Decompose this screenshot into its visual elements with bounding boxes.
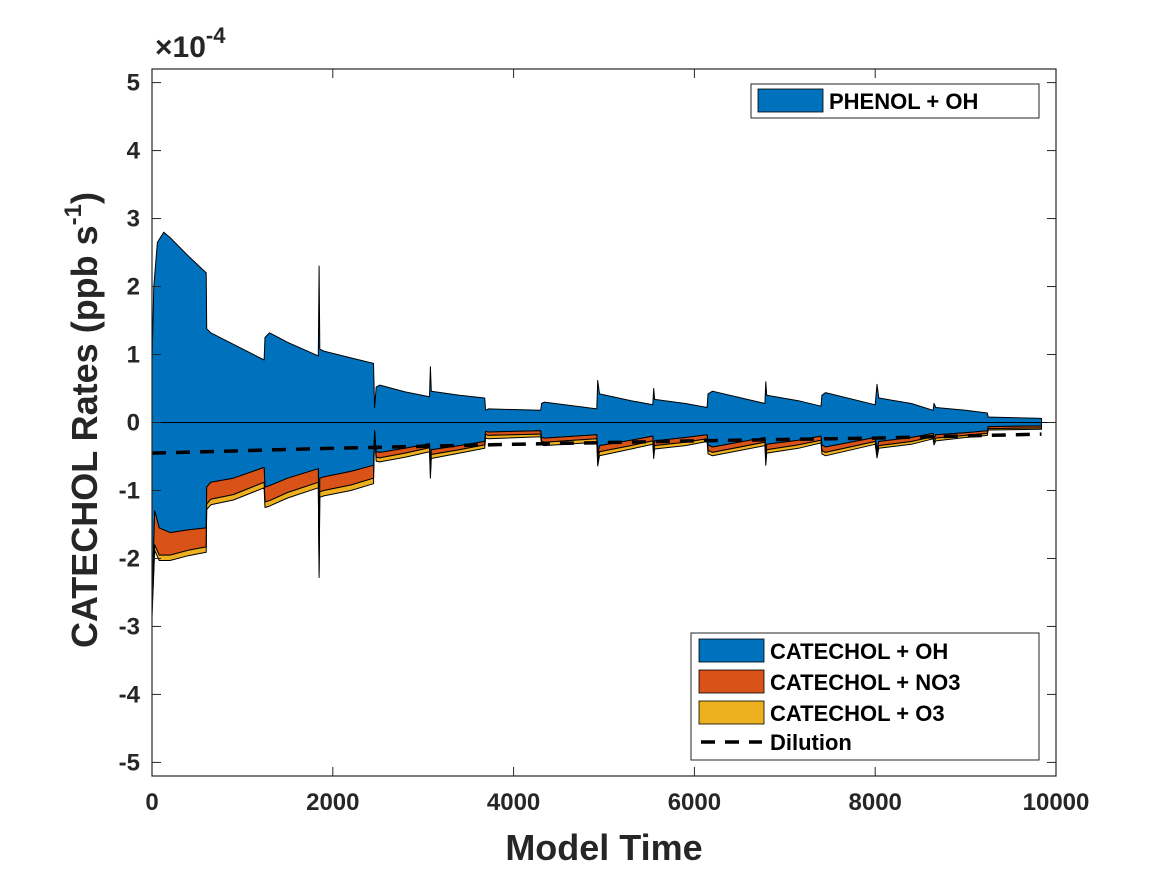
y-tick-label: -2 xyxy=(119,545,140,572)
x-tick-label: 6000 xyxy=(668,789,721,816)
legend-label-catechol-no3: CATECHOL + NO3 xyxy=(770,670,961,695)
x-tick-label: 2000 xyxy=(306,789,359,816)
legend-swatch-catechol-oh xyxy=(698,638,765,663)
x-tick-label: 4000 xyxy=(487,789,540,816)
y-tick-label: -3 xyxy=(119,613,140,640)
y-tick-label: -1 xyxy=(119,477,140,504)
loss-area-catechol-o3 xyxy=(151,427,1042,618)
ticks-layer xyxy=(151,69,1057,776)
y-axis-title: CATECHOL Rates (ppb s-1) xyxy=(60,192,105,648)
y-tick-label: -5 xyxy=(119,749,140,776)
y-tick-label: 3 xyxy=(127,206,140,233)
x-tick-label: 8000 xyxy=(849,789,902,816)
legend-swatch-catechol-o3 xyxy=(698,700,765,725)
legend-label-dilution: Dilution xyxy=(770,730,852,755)
x-tick-label: 10000 xyxy=(1023,789,1090,816)
exponent-label: ×10-4 xyxy=(155,23,226,64)
legend-production: PHENOL + OH xyxy=(750,83,1040,119)
x-tick-labels: 0 2000 4000 6000 8000 10000 xyxy=(145,789,1089,816)
x-tick-label: 0 xyxy=(145,789,158,816)
y-tick-label: 4 xyxy=(127,138,141,165)
y-tick-label: 0 xyxy=(127,410,140,437)
legend-loss: CATECHOL + OH CATECHOL + NO3 CATECHOL + … xyxy=(690,632,1040,761)
legend-swatch-phenol-oh xyxy=(757,88,824,113)
legend-label-catechol-o3: CATECHOL + O3 xyxy=(770,701,945,726)
y-tick-label: 2 xyxy=(127,274,140,301)
dilution-line xyxy=(151,432,1042,455)
y-tick-label: -4 xyxy=(119,681,141,708)
y-tick-labels: 5 4 3 2 1 0 -1 -2 -3 -4 -5 xyxy=(119,70,141,777)
y-tick-label: 5 xyxy=(127,70,140,97)
x-axis-title: Model Time xyxy=(505,827,702,868)
dilution-layer xyxy=(151,432,1042,455)
y-tick-label: 1 xyxy=(127,342,140,369)
legend-label-catechol-oh: CATECHOL + OH xyxy=(770,639,948,664)
legend-swatch-catechol-no3 xyxy=(698,669,765,694)
legend-label-phenol-oh: PHENOL + OH xyxy=(829,89,978,114)
